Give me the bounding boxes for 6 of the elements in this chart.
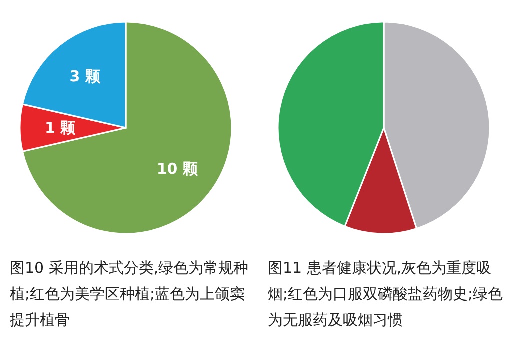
slice-label: 3 颗 [70,68,102,86]
slice-label: 10 颗 [156,160,199,178]
pie-slice [22,21,233,235]
slice-label: 1 颗 [44,119,77,137]
text: 图10 采用的术式分类,绿色为常规种植;红色为美学区种植;蓝色为上颌窦提升植骨 [10,258,250,331]
text: 图11 患者健康状况,灰色为重度吸烟;红色为口服双磷酸盐药物史;绿色为无服药及吸烟习惯 [268,258,504,331]
